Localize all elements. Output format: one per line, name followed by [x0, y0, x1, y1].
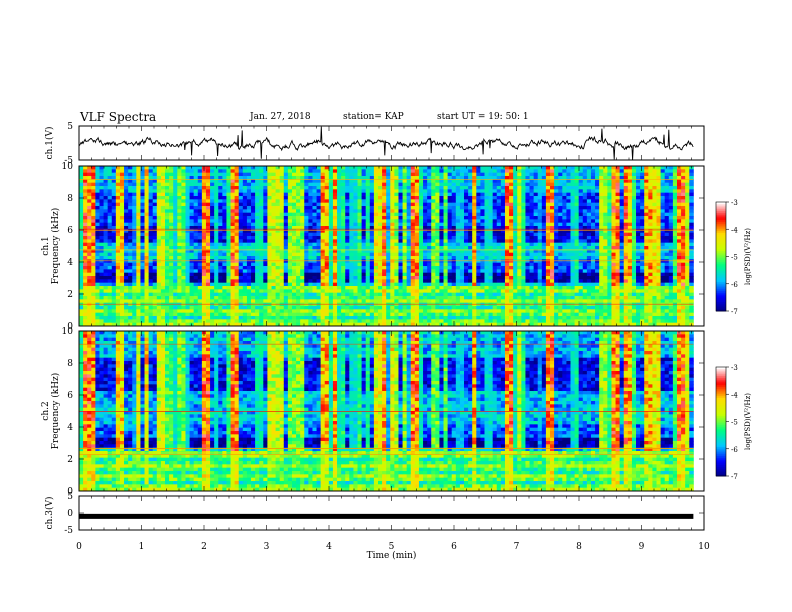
colorbar-tick-label: -5: [731, 254, 738, 262]
y-tick-label: 2: [67, 455, 73, 465]
y-tick-label: 8: [67, 359, 73, 369]
y-axis-label: Frequency (kHz): [50, 208, 61, 285]
y-tick-label: 6: [67, 391, 73, 401]
waveform-layer: [78, 126, 694, 519]
colorbar-ch2: -3 -4 -5 -6 -7 log(PSD)(V²/Hz): [715, 364, 752, 481]
x-tick-label: 10: [698, 542, 710, 552]
x-tick-label: 8: [576, 542, 582, 552]
colorbar-tick-label: -7: [731, 473, 738, 481]
spectrogram-layer: [79, 166, 694, 492]
y-axis-label: ch.3(V): [44, 497, 55, 530]
y-tick-label: 2: [67, 290, 73, 300]
colorbar-tick-label: -5: [731, 419, 738, 427]
y-tick-label: 10: [62, 162, 74, 172]
x-tick-label: 9: [639, 542, 645, 552]
colorbar-tick-label: -3: [731, 364, 738, 372]
y-tick-label: 4: [67, 258, 73, 268]
x-tick-label: 6: [451, 542, 457, 552]
x-axis-label: Time (min): [367, 550, 417, 561]
date-label: Jan. 27, 2018: [250, 112, 311, 122]
panel-frame: [78, 125, 705, 161]
y-axis-label: ch.1: [41, 236, 51, 255]
x-tick-label: 2: [201, 542, 207, 552]
colorbar-tick-label: -6: [731, 281, 738, 289]
x-tick-label: 0: [76, 542, 82, 552]
colorbar-tick-label: -3: [731, 199, 738, 207]
y-axis-label: ch.1(V): [44, 127, 55, 160]
y-axis-label: Frequency (kHz): [50, 373, 61, 450]
x-tick-label: 4: [326, 542, 332, 552]
y-axis-label: ch.2: [41, 401, 51, 420]
y-tick-label: 8: [67, 194, 73, 204]
figure-title: VLF Spectra: [80, 110, 157, 124]
y-tick-label: 5: [67, 492, 73, 502]
y-tick-label: 0: [67, 322, 73, 332]
start-time-label: start UT = 19: 50: 1: [437, 112, 529, 122]
y-tick-label: 10: [62, 327, 74, 337]
colorbar-tick-label: -7: [731, 308, 738, 316]
station-label: station= KAP: [343, 112, 404, 122]
y-tick-label: 4: [67, 423, 73, 433]
y-tick-label: 6: [67, 226, 73, 236]
colorbar-label: log(PSD)(V²/Hz): [744, 228, 752, 285]
x-tick-label: 1: [139, 542, 145, 552]
ch1-waveform-line: [78, 126, 694, 160]
colorbar-tick-label: -4: [731, 391, 738, 399]
y-tick-label: -5: [64, 156, 73, 166]
y-tick-label: 0: [67, 487, 73, 497]
colorbar-ch1: -3 -4 -5 -6 -7 log(PSD)(V²/Hz): [715, 199, 752, 316]
panel-frame: [78, 495, 705, 531]
y-tick-label: -5: [64, 526, 73, 536]
y-tick-label: 0: [67, 509, 73, 519]
spectrogram-cells-ch2: [79, 331, 694, 492]
colorbar-tick-label: -4: [731, 226, 738, 234]
x-tick-label: 3: [264, 542, 270, 552]
colorbar-tick-label: -6: [731, 446, 738, 454]
x-tick-label: 5: [389, 542, 395, 552]
colorbar-label: log(PSD)(V²/Hz): [744, 393, 752, 450]
spectrogram-cells-ch1: [79, 166, 694, 327]
y-tick-label: 5: [67, 122, 73, 132]
x-tick-label: 7: [514, 542, 520, 552]
